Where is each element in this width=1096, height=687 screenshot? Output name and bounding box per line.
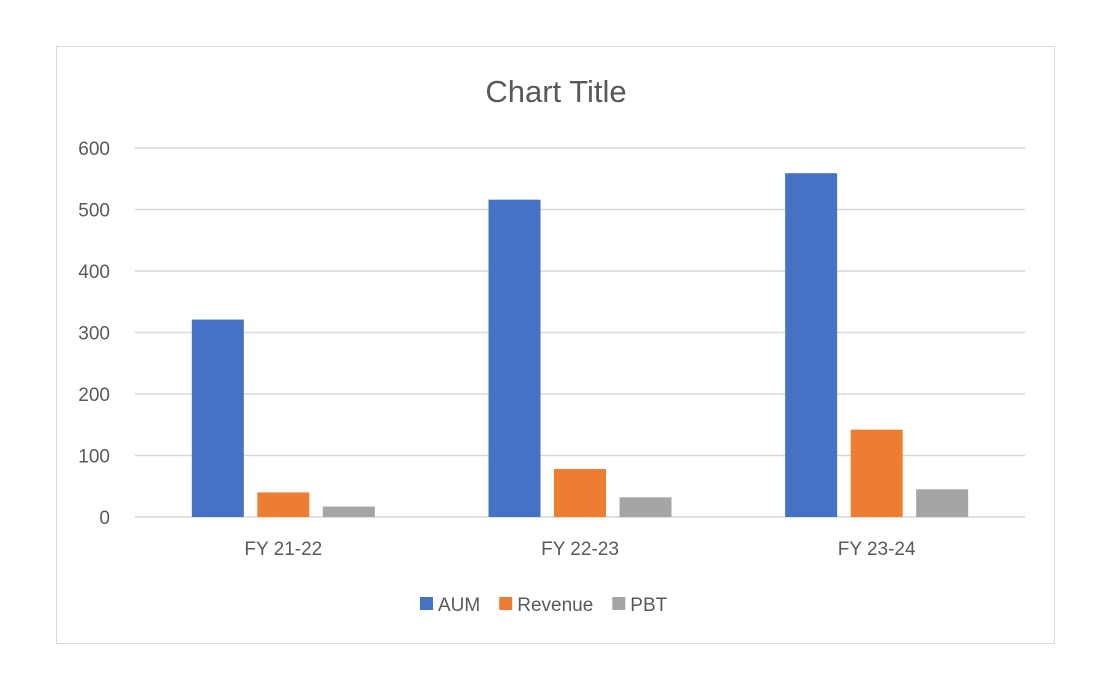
y-tick-label: 600	[78, 139, 110, 160]
bar-revenue-1	[554, 469, 606, 517]
y-tick-label: 300	[78, 324, 110, 345]
legend-label-pbt: PBT	[630, 595, 667, 616]
y-tick-label: 400	[78, 262, 110, 283]
bar-pbt-0	[322, 506, 375, 517]
x-axis-labels: FY 21-22 FY 22-23 FY 23-24	[244, 539, 916, 560]
y-tick-label: 0	[99, 508, 110, 529]
x-tick-label: FY 22-23	[541, 539, 619, 560]
y-tick-label: 500	[78, 201, 110, 222]
bar-pbt-2	[916, 489, 969, 517]
legend-swatch-revenue	[499, 597, 513, 610]
bar-aum-1	[488, 199, 541, 517]
bar-revenue-0	[257, 492, 310, 517]
y-tick-label: 100	[78, 447, 110, 468]
legend-label-revenue: Revenue	[517, 595, 593, 616]
legend-swatch-pbt	[612, 597, 626, 610]
x-tick-label: FY 23-24	[838, 539, 916, 560]
bar-aum-0	[191, 319, 244, 517]
chart-title: Chart Title	[485, 74, 626, 109]
x-tick-label: FY 21-22	[244, 539, 322, 560]
bar-aum-2	[785, 173, 838, 517]
legend-label-aum: AUM	[438, 595, 480, 616]
bar-pbt-1	[619, 497, 672, 517]
y-tick-label: 200	[78, 385, 110, 406]
gridlines: 0 100 200 300 400 500 600	[78, 139, 1025, 529]
legend-swatch-aum	[420, 597, 433, 610]
bar-revenue-2	[850, 429, 903, 517]
bars	[191, 173, 969, 517]
legend: AUM Revenue PBT	[420, 595, 668, 616]
chart-frame	[56, 46, 1055, 644]
